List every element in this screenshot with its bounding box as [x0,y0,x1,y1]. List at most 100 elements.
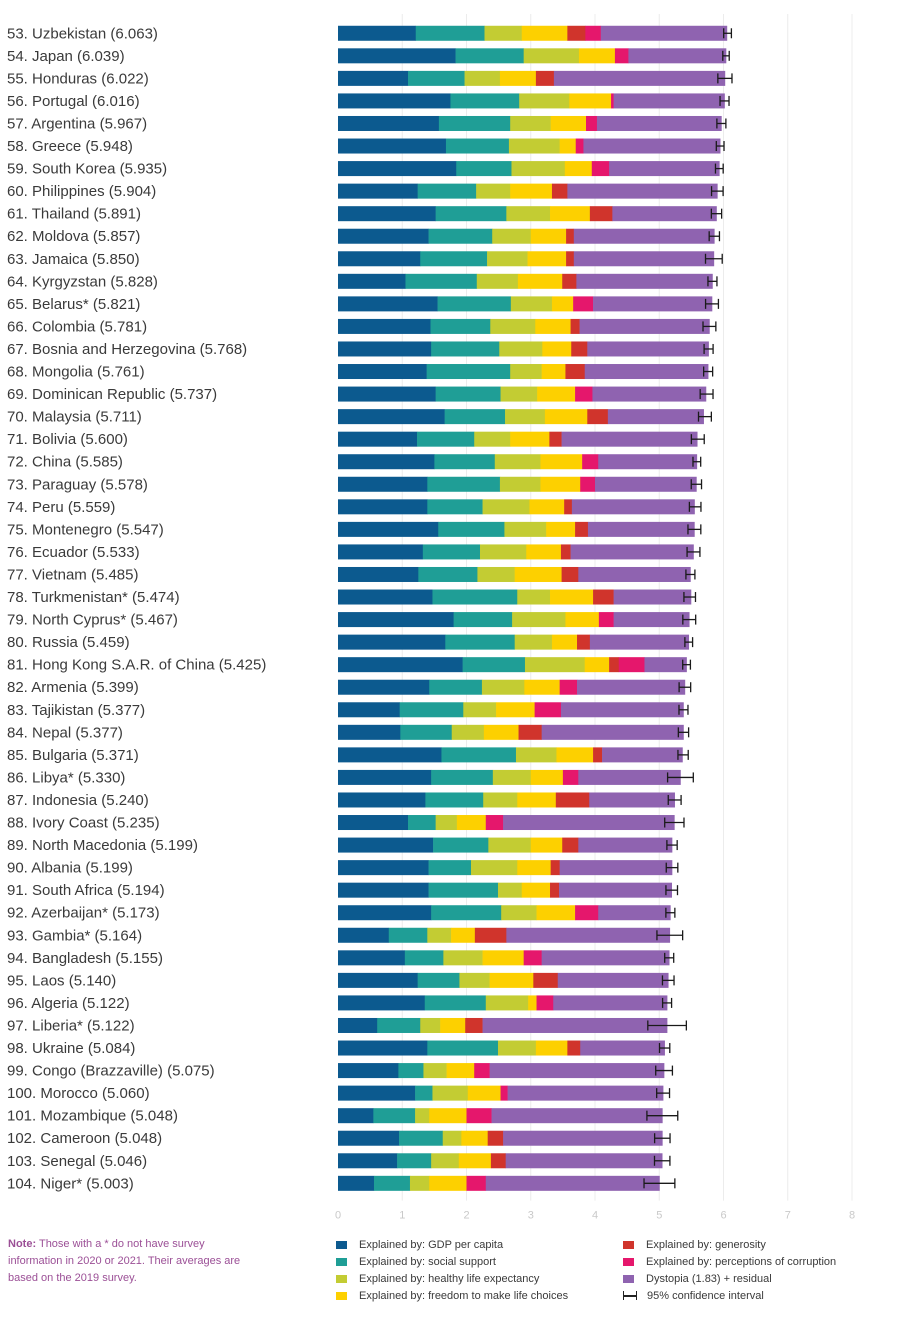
bar-segment-freedom [528,995,537,1011]
bar-segment-gdp [338,837,434,853]
bar-segment-dystopia [573,251,715,267]
footnote-prefix: Note: [8,1238,37,1250]
bar-segment-corruption [466,1175,487,1191]
bar-segment-health [435,815,458,831]
bar-segment-health [512,612,566,628]
x-tick-label: 5 [656,1210,662,1222]
bar-segment-gdp [338,1085,416,1101]
legend-label-freedom: Explained by: freedom to make life choic… [359,1289,569,1302]
legend-label-generosity: Explained by: generosity [646,1238,766,1251]
bar-segment-corruption [523,950,542,966]
bar-segment-dystopia [491,1108,663,1124]
bar-segment-social [418,566,478,582]
bar-segment-social [415,25,485,41]
bar-segment-freedom [529,499,565,515]
bar-segment-gdp [338,589,433,605]
bar-segment-gdp [338,1175,375,1191]
bar-segment-corruption [586,115,598,131]
bar-segment-social [415,1085,433,1101]
bar-segment-dystopia [613,612,690,628]
bar-segment-gdp [338,972,418,988]
bar-segment-freedom [527,251,567,267]
bar-segment-generosity [560,544,571,560]
bar-segment-corruption [611,93,614,109]
row-label: 90. Albania (5.199) [7,860,133,877]
bar-segment-gdp [338,747,442,763]
bar-segment-health [431,1153,460,1169]
row-label: 62. Moldova (5.857) [7,228,140,245]
bar-segment-health [508,138,560,154]
bar-segment-dystopia [567,183,718,199]
bar-segment-social [420,251,488,267]
legend-swatch-freedom [336,1291,347,1300]
bar-segment-health [443,950,483,966]
bar-segment-gdp [338,409,445,425]
row-label: 91. South Africa (5.194) [7,882,165,899]
bar-segment-dystopia [482,1017,668,1033]
bar-segment-social [399,702,464,718]
bar-segment-dystopia [577,679,686,695]
bar-segment-social [432,589,518,605]
bar-segment-social [456,161,512,177]
bar-segment-generosity [490,1153,506,1169]
bar-segment-social [422,544,481,560]
bar-segment-generosity [561,566,579,582]
bar-segment-freedom [467,1085,501,1101]
row-label: 70. Malaysia (5.711) [7,409,142,426]
legend-item-generosity: Explained by: generosity [623,1236,913,1253]
bar-segment-generosity [535,70,555,86]
bar-segment-social [444,409,506,425]
bar-segment-freedom [550,206,591,222]
bar-segment-gdp [338,454,435,470]
bar-segment-social [462,657,526,673]
legend-swatch-generosity [623,1240,634,1249]
row-label: 95. Laos (5.140) [7,972,116,989]
bar-segment-health [482,499,530,515]
bar-segment-generosity [575,521,589,537]
bar-segment-health [427,927,452,943]
bar-segment-health [471,860,518,876]
bar-segment-freedom [550,115,587,131]
bar-segment-freedom [429,1108,467,1124]
bar-segment-freedom [521,882,551,898]
bar-segment-dystopia [579,318,710,334]
bar-segment-generosity [564,499,573,515]
bar-segment-health [464,70,501,86]
bar-segment-dystopia [583,138,721,154]
bar-segment-freedom [461,1130,488,1146]
bar-segment-health [519,93,570,109]
bar-segment-dystopia [553,70,726,86]
row-label: 84. Nepal (5.377) [7,724,123,741]
row-label: 56. Portugal (6.016) [7,93,140,110]
x-tick-label: 1 [399,1210,405,1222]
legend-item-health: Explained by: healthy life expectancy [336,1270,623,1287]
bar-segment-social [455,48,524,64]
bar-segment-dystopia [573,228,715,244]
bar-segment-gdp [338,612,454,628]
row-label: 93. Gambia* (5.164) [7,927,142,944]
bar-segment-freedom [489,972,534,988]
row-label: 99. Congo (Brazzaville) (5.075) [7,1063,215,1080]
bar-segment-dystopia [503,1130,663,1146]
bar-segment-corruption [580,476,596,492]
bar-segment-health [510,115,551,131]
row-label: 101. Mozambique (5.048) [7,1108,178,1125]
legend-swatch-gdp [336,1240,347,1249]
bar-segment-dystopia [570,544,694,560]
bar-segment-dystopia [612,206,717,222]
bar-segment-gdp [338,905,432,921]
row-label: 55. Honduras (6.022) [7,70,149,87]
bar-segment-gdp [338,25,417,41]
legend-item-social: Explained by: social support [336,1253,623,1270]
row-label: 69. Dominican Republic (5.737) [7,386,217,403]
bar-segment-social [424,995,487,1011]
bar-segment-dystopia [598,905,671,921]
bar-segment-corruption [536,995,554,1011]
bar-segment-health [494,454,541,470]
bar-segment-dystopia [489,1063,665,1079]
bar-segment-social [453,612,513,628]
bar-segment-social [398,1063,424,1079]
bar-segment-generosity [609,657,620,673]
bar-segment-social [435,206,507,222]
bar-segment-freedom [530,837,563,853]
